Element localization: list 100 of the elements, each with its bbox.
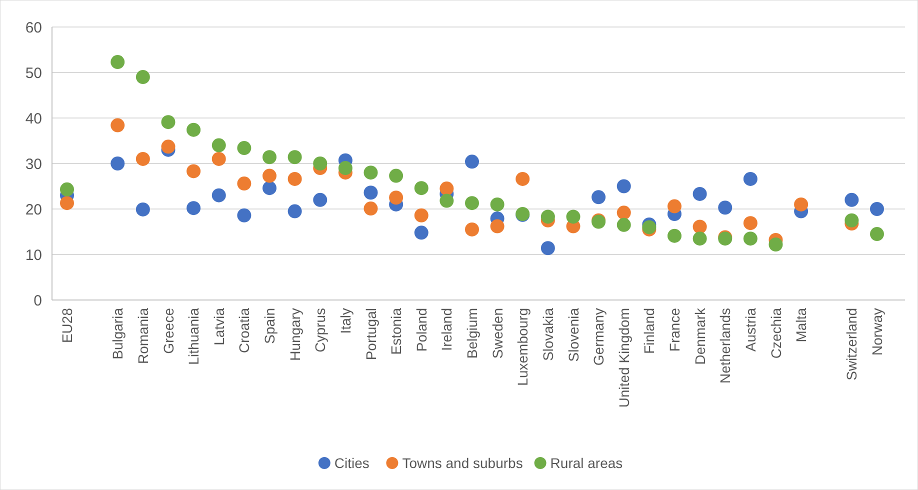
point — [844, 192, 859, 207]
x-tick-label: Latvia — [210, 308, 227, 346]
point — [237, 141, 252, 156]
point — [440, 194, 454, 208]
point — [844, 213, 859, 228]
point — [60, 182, 74, 196]
point — [616, 218, 631, 232]
legend-label: Cities — [334, 454, 370, 471]
x-tick-label: Greece — [160, 308, 176, 354]
point — [440, 182, 454, 196]
point — [161, 140, 176, 154]
point — [743, 172, 758, 186]
point — [338, 161, 352, 176]
x-tick-label: Bulgaria — [110, 308, 126, 360]
x-tick-label: Germany — [590, 308, 607, 366]
point — [212, 138, 226, 152]
point — [540, 241, 555, 256]
point — [389, 190, 404, 205]
x-tick-label: Hungary — [286, 308, 303, 361]
x-tick-label: Estonia — [388, 308, 404, 355]
y-tick-label: 20 — [25, 201, 42, 218]
x-tick-label: Ireland — [438, 308, 455, 351]
point — [668, 228, 682, 243]
x-tick-label: Italy — [337, 308, 354, 334]
x-tick-label: Romania — [134, 308, 151, 364]
point — [794, 197, 808, 212]
point — [490, 219, 504, 234]
point — [60, 196, 74, 210]
point — [692, 220, 707, 234]
y-tick-label: 30 — [25, 156, 42, 173]
x-tick-label: Slovakia — [540, 308, 556, 361]
legend-label: Rural areas — [550, 454, 623, 471]
point — [262, 150, 276, 164]
point — [313, 156, 328, 170]
x-tick-label: Spain — [262, 308, 278, 344]
point — [288, 150, 302, 164]
point — [161, 115, 176, 130]
y-tick-label: 40 — [25, 110, 42, 128]
point — [313, 192, 328, 207]
point — [212, 188, 226, 202]
x-tick-label: Austria — [742, 308, 758, 352]
point — [136, 202, 150, 216]
x-tick-label: Malta — [793, 308, 810, 342]
point — [364, 186, 378, 200]
point — [465, 154, 479, 169]
point — [364, 166, 378, 180]
point — [110, 55, 125, 70]
point — [616, 179, 631, 194]
point — [870, 227, 884, 242]
x-tick-label: Denmark — [692, 307, 708, 365]
x-tick-label: Luxembourg — [514, 308, 531, 386]
point — [212, 152, 226, 166]
x-tick-label: Sweden — [489, 308, 506, 359]
point — [136, 70, 150, 84]
point — [516, 172, 530, 186]
point — [110, 156, 125, 170]
x-tick-label: Portugal — [362, 308, 379, 360]
y-tick-label: 50 — [25, 64, 42, 82]
point — [668, 199, 682, 214]
point — [262, 168, 276, 183]
point — [262, 181, 276, 196]
x-tick-label: Belgium — [464, 308, 480, 359]
point — [237, 208, 252, 222]
point — [743, 216, 758, 230]
point — [186, 164, 201, 178]
point — [465, 222, 479, 236]
x-tick-label: Lithuania — [186, 308, 202, 365]
point — [465, 196, 479, 210]
point — [288, 172, 302, 186]
point — [136, 152, 150, 166]
point — [490, 197, 504, 212]
point — [718, 200, 732, 215]
point — [743, 232, 758, 246]
point — [768, 238, 783, 252]
point — [237, 176, 252, 191]
point — [870, 202, 884, 216]
point — [540, 210, 555, 224]
point — [692, 187, 707, 201]
point — [364, 202, 378, 216]
point — [414, 181, 428, 196]
y-tick-label: 0 — [34, 292, 42, 310]
x-tick-label: Norway — [869, 308, 885, 356]
y-tick-label: 60 — [25, 19, 42, 36]
x-tick-label: Poland — [413, 308, 430, 352]
x-tick-label: Croatia — [236, 308, 252, 354]
point — [692, 232, 707, 246]
point — [186, 122, 201, 137]
x-tick-label: Cyprus — [312, 308, 328, 352]
x-tick-label: Czechia — [768, 308, 784, 359]
point — [616, 206, 631, 220]
y-tick-label: 10 — [25, 246, 42, 264]
x-tick-label: EU28 — [59, 308, 75, 344]
point — [566, 210, 580, 224]
point — [110, 118, 125, 132]
x-tick-label: France — [666, 308, 682, 352]
x-tick-label: Switzerland — [844, 308, 860, 380]
x-tick-label: Slovenia — [565, 308, 582, 362]
point — [592, 190, 606, 204]
x-tick-label: Netherlands — [717, 308, 734, 384]
point — [389, 168, 404, 183]
